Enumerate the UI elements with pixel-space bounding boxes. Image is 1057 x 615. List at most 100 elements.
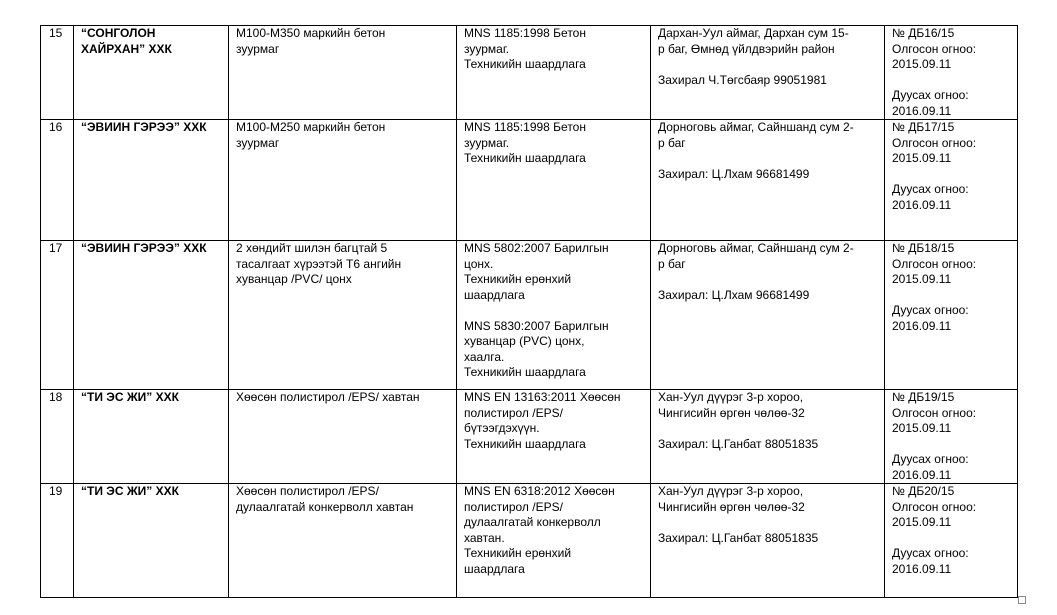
product-line: хуванцар /PVC/ цонх [236, 272, 352, 286]
certificate-line: Олгосон огноо: [892, 405, 977, 420]
standard-line: полистирол /EPS/ [464, 499, 563, 514]
address-line: Дорноговь аймаг, Сайншанд сум 2- [658, 241, 854, 256]
address-cell: Дорноговь аймаг, Сайншанд сум 2- р баг Зах… [650, 240, 885, 390]
company-cell: “ЭВИИН ГЭРЭЭ” ХХК [73, 119, 229, 241]
certificate-line: 2015.09.11 [892, 515, 952, 529]
certificate-line: 2016.09.11 [892, 318, 952, 333]
row-number-cell: 15 [40, 25, 74, 120]
certificate-line: № ДБ20/15 [892, 484, 955, 499]
row-number-cell: 18 [40, 389, 74, 484]
company-cell: “ТИ ЭС ЖИ” ХХК [73, 389, 229, 484]
standard-line: MNS 5802:2007 Барилгын [464, 241, 609, 256]
certificate-line: Олгосон огноо: [892, 41, 977, 56]
standard-cell: MNS EN 13163:2011 Хөөсөн полистирол /EPS/… [456, 389, 651, 484]
row-number: 18 [49, 390, 63, 405]
paragraph: MNS EN 6318:2012 Хөөсөн полистирол /EPS/д… [464, 484, 646, 578]
standard-line: хаалга. [464, 349, 505, 364]
company-line: “ТИ ЭС ЖИ” ХХК [81, 484, 179, 499]
paragraph: “СОНГОЛОН ХАЙРХАН” ХХК [81, 26, 224, 58]
standard-line: цонх. [464, 256, 494, 271]
address-cell: Хан-Уул дүүрэг 3-р хороо, Чингисийн өргөн… [650, 483, 885, 598]
table-row: 19 “ТИ ЭС ЖИ” ХХК Хөөсөн полистирол /EPS/д… [40, 483, 1018, 598]
paragraph: Дуусах огноо: 2016.09.11 [892, 452, 1013, 483]
certificate-line: № ДБ17/15 [892, 120, 955, 135]
paragraph: MNS 5830:2007 Барилгын хуванцар (PVC) цон… [464, 319, 646, 381]
standard-line: полистирол /EPS/ [464, 405, 563, 420]
table-resize-handle [1018, 596, 1026, 604]
row-number-cell: 16 [40, 119, 74, 241]
standard-cell: MNS 1185:1998 Бетон зуурмаг. Техникийн шаа… [456, 119, 651, 241]
certificate-line: 2015.09.11 [892, 421, 952, 435]
product-cell: М100-М250 маркийн бетон зуурмаг [228, 119, 457, 241]
standard-line: MNS 5830:2007 Барилгын [464, 318, 609, 333]
address-line: р баг, Өмнөд үйлдвэрийн район [658, 41, 835, 56]
paragraph: Захирал Ч.Төгсбаяр 99051981 [658, 73, 880, 89]
certificate-table: 15 “СОНГОЛОН ХАЙРХАН” ХХК М100-М350 маркийн… [40, 25, 1018, 598]
company-line: “ЭВИИН ГЭРЭЭ” ХХК [81, 241, 207, 256]
certificate-cell: № ДБ20/15 Олгосон огноо: 2015.09.11 Дуусах … [884, 483, 1018, 598]
paragraph: № ДБ17/15 Олгосон огноо: 2015.09.11 [892, 120, 1013, 167]
paragraph: MNS 1185:1998 Бетон зуурмаг. Техникийн шаа… [464, 120, 646, 167]
paragraph: № ДБ19/15 Олгосон огноо: 2015.09.11 [892, 390, 1013, 437]
standard-line: Техникийн шаардлага [464, 365, 586, 379]
address-line: Захирал: Ц.Ганбат 88051835 [658, 436, 819, 451]
standard-line: MNS 1185:1998 Бетон [464, 26, 586, 41]
standard-line: MNS EN 6318:2012 Хөөсөн [464, 484, 615, 499]
address-line: Хан-Уул дүүрэг 3-р хороо, [658, 390, 804, 405]
paragraph: М100-М350 маркийн бетон зуурмаг [236, 27, 452, 58]
standard-line: MNS 1185:1998 Бетон [464, 120, 586, 135]
row-number-cell: 17 [40, 240, 74, 390]
standard-line: зуурмаг. [464, 41, 510, 56]
certificate-line: № ДБ16/15 [892, 26, 955, 41]
product-line: тасалгаат хүрээтэй Т6 ангийн [236, 256, 402, 271]
row-number: 16 [49, 120, 63, 135]
certificate-line: Дуусах огноо: [892, 88, 969, 102]
standard-line: Техникийн шаардлага [464, 436, 586, 451]
paragraph: Хөөсөн полистирол /EPS/ хавтан [236, 390, 452, 406]
paragraph: № ДБ16/15 Олгосон огноо: 2015.09.11 [892, 26, 1013, 73]
table-row: 18 “ТИ ЭС ЖИ” ХХК Хөөсөн полистирол /EPS/ … [40, 389, 1018, 484]
address-line: Хан-Уул дүүрэг 3-р хороо, [658, 484, 804, 499]
row-number-cell: 19 [40, 483, 74, 598]
paragraph: Дорноговь аймаг, Сайншанд сум 2- р баг [658, 241, 880, 273]
certificate-cell: № ДБ17/15 Олгосон огноо: 2015.09.11 Дуусах … [884, 119, 1018, 241]
address-cell: Дархан-Уул аймаг, Дархан сум 15- р баг, Ө… [650, 25, 885, 120]
standard-line: Техникийн ерөнхий [464, 272, 572, 286]
address-line: р баг [658, 256, 686, 271]
standard-cell: MNS 5802:2007 Барилгын цонх. Техникийн ерө… [456, 240, 651, 390]
paragraph: “ТИ ЭС ЖИ” ХХК [81, 390, 224, 406]
paragraph: Дорноговь аймаг, Сайншанд сум 2- р баг [658, 121, 880, 152]
certificate-line: 2016.09.11 [892, 561, 952, 576]
certificate-cell: № ДБ16/15 Олгосон огноо: 2015.09.11 Дуусах … [884, 25, 1018, 120]
row-number: 19 [49, 484, 63, 499]
paragraph: Хөөсөн полистирол /EPS/дулаалгатай конке… [236, 485, 452, 516]
company-line: “ТИ ЭС ЖИ” ХХК [81, 390, 179, 405]
company-line: “СОНГОЛОН [81, 26, 156, 41]
address-line: Чингисийн өргөн чөлөө-32 [658, 405, 805, 420]
table-row: 15 “СОНГОЛОН ХАЙРХАН” ХХК М100-М350 маркийн… [40, 25, 1018, 120]
certificate-line: № ДБ19/15 [892, 390, 955, 405]
paragraph: “ЭВИИН ГЭРЭЭ” ХХК [81, 241, 224, 257]
address-line: р баг [658, 135, 686, 150]
product-cell: М100-М350 маркийн бетон зуурмаг [228, 25, 457, 120]
standard-line: шаардлага [464, 561, 525, 576]
address-cell: Хан-Уул дүүрэг 3-р хороо, Чингисийн өргөн… [650, 389, 885, 484]
paragraph: Захирал: Ц.Ганбат 88051835 [658, 531, 880, 547]
certificate-line: 2015.09.11 [892, 151, 952, 165]
paragraph: “ТИ ЭС ЖИ” ХХК [81, 484, 224, 500]
paragraph: Захирал: Ц.Ганбат 88051835 [658, 437, 880, 453]
certificate-line: Олгосон огноо: [892, 256, 977, 271]
company-line: “ЭВИИН ГЭРЭЭ” ХХК [81, 120, 207, 135]
product-cell: Хөөсөн полистирол /EPS/дулаалгатай конке… [228, 483, 457, 598]
address-line: Захирал: Ц.Лхам 96681499 [658, 287, 810, 302]
product-line: Хөөсөн полистирол /EPS/ хавтан [236, 390, 420, 405]
standard-line: хавтан. [464, 530, 505, 545]
standard-line: Техникийн шаардлага [464, 57, 586, 71]
product-cell: 2 хөндийт шилэн багцтай 5 тасалгаат хүрээ… [228, 240, 457, 390]
paragraph: Дуусах огноо: 2016.09.11 [892, 182, 1013, 213]
standard-line: бүтээгдэхүүн. [464, 421, 540, 435]
standard-line: хуванцар (PVC) цонх, [464, 334, 585, 348]
paragraph: № ДБ20/15 Олгосон огноо: 2015.09.11 [892, 484, 1013, 531]
product-line: зуурмаг [236, 135, 280, 150]
